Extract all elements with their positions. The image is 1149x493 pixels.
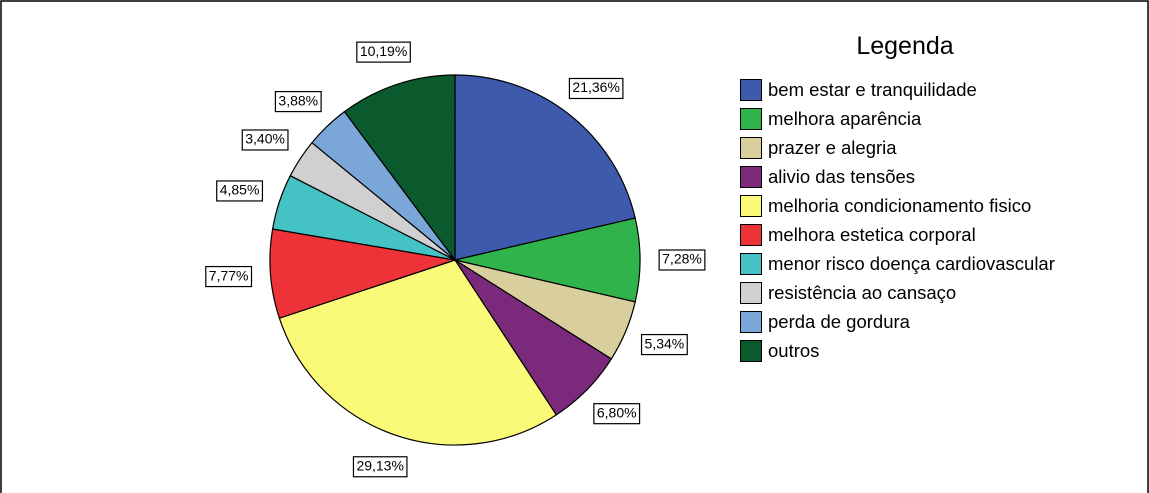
legend-swatch [740, 108, 762, 130]
legend-item: menor risco doença cardiovascular [740, 253, 1120, 275]
legend-label: alivio das tensões [768, 166, 916, 187]
data-label: 4,85% [220, 182, 260, 198]
legend-swatch [740, 224, 762, 246]
data-label: 6,80% [597, 404, 637, 420]
label-box [241, 129, 289, 151]
data-label: 7,28% [662, 251, 702, 267]
legend-label: prazer e alegria [768, 137, 897, 158]
data-label: 10,19% [360, 43, 407, 59]
legend-label: outros [768, 340, 820, 361]
legend-label: menor risco doença cardiovascular [768, 253, 1055, 274]
pie-slice [343, 74, 456, 262]
data-label: 3,88% [278, 92, 318, 108]
data-label: 7,77% [209, 267, 249, 283]
legend-item: resistência ao cansaço [740, 282, 1120, 304]
legend-swatch [740, 311, 762, 333]
data-label: 5,34% [645, 335, 685, 351]
label-box [205, 265, 253, 288]
legend-swatch [740, 137, 762, 159]
label-box [593, 403, 641, 425]
label-box [216, 180, 264, 202]
label-box [658, 249, 706, 271]
label-box [274, 90, 322, 113]
legend-item: perda de gordura [740, 311, 1120, 333]
legend-label: bem estar e tranquilidade [768, 79, 977, 100]
legend: Legenda bem estar e tranquilidade melhora… [740, 32, 1120, 369]
label-box [356, 41, 411, 63]
legend-item: bem estar e tranquilidade [740, 79, 1120, 101]
legend-title: Legenda [856, 32, 954, 60]
data-label: 29,13% [356, 457, 403, 473]
legend-item: prazer e alegria [740, 137, 1120, 159]
pie-slice [278, 259, 558, 446]
legend-label: melhoria condicionamento fisico [768, 195, 1032, 216]
legend-swatch [740, 340, 762, 362]
pie-slice [454, 74, 636, 261]
legend-label: melhora estetica corporal [768, 224, 976, 245]
legend-swatch [740, 79, 762, 101]
legend-item: alivio das tensões [740, 166, 1120, 188]
label-box [352, 456, 408, 478]
data-label: 3,40% [245, 131, 285, 147]
legend-swatch [740, 166, 762, 188]
data-label: 21,36% [572, 79, 619, 95]
legend-swatch [740, 282, 762, 304]
legend-label: resistência ao cansaço [768, 282, 957, 303]
label-box [568, 77, 624, 100]
legend-item: melhora estetica corporal [740, 224, 1120, 246]
legend-swatch [740, 195, 762, 217]
legend-label: perda de gordura [768, 311, 910, 332]
legend-swatch [740, 253, 762, 275]
legend-item: melhora aparência [740, 108, 1120, 130]
legend-label: melhora aparência [768, 108, 922, 129]
legend-item: melhoria condicionamento fisico [740, 195, 1120, 217]
label-box [640, 333, 688, 356]
legend-item: outros [740, 340, 1120, 362]
